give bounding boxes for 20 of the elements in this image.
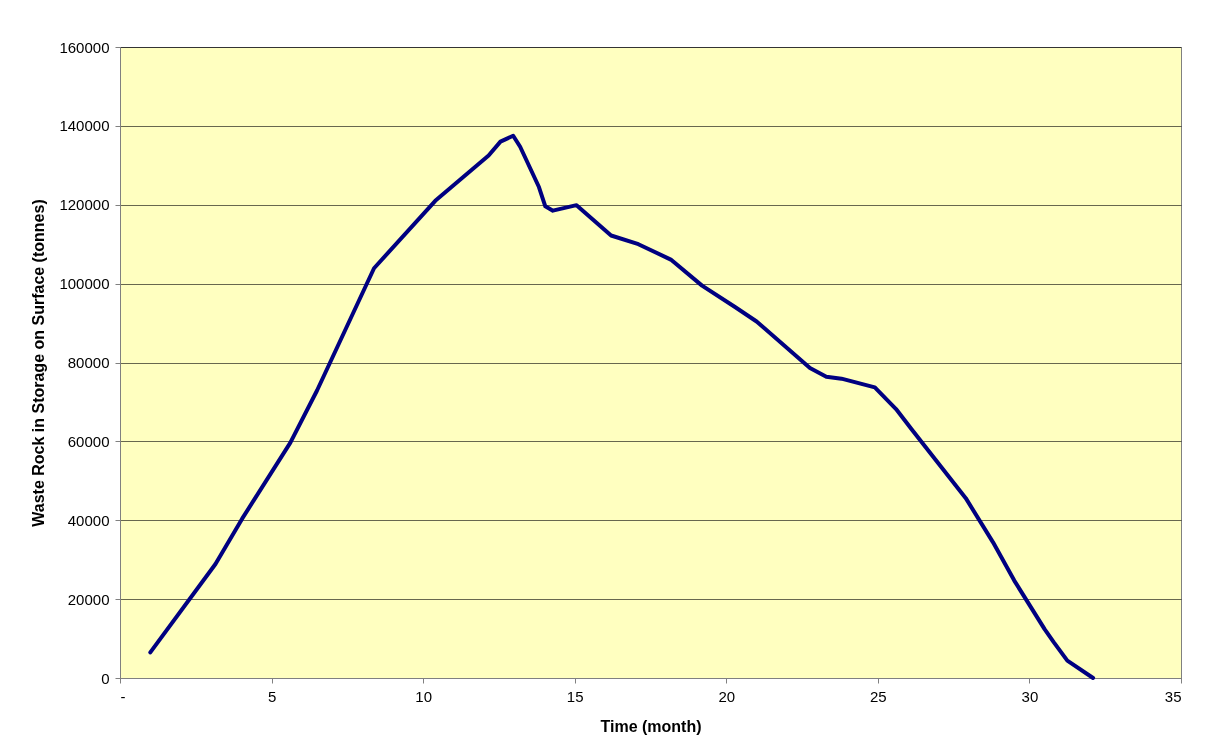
y-tick-label: 140000 [59, 117, 110, 135]
x-tick-label: 30 [1021, 687, 1039, 705]
x-tick-label: 35 [1164, 687, 1182, 705]
x-tick-label: 20 [718, 687, 736, 705]
y-tick-label: 60000 [67, 432, 110, 450]
line-series [148, 133, 1096, 680]
y-tick-label: 100000 [59, 275, 110, 293]
x-tick-label: 5 [267, 687, 277, 705]
x-tick-label: 15 [566, 687, 584, 705]
x-axis-title: Time (month) [600, 717, 702, 735]
y-tick-label: 120000 [59, 196, 110, 214]
y-tick-label: 0 [101, 669, 110, 687]
y-tick-label: 160000 [59, 38, 110, 56]
x-tick-label: - [120, 687, 126, 705]
y-axis-title: Waste Rock in Storage on Surface (tonnes) [30, 199, 48, 527]
y-tick-label: 80000 [67, 354, 110, 371]
y-tick-label: 20000 [67, 590, 110, 608]
y-tick-label: 40000 [67, 511, 110, 529]
x-tick-label: 10 [415, 687, 432, 705]
x-tick-label: 25 [870, 687, 887, 705]
